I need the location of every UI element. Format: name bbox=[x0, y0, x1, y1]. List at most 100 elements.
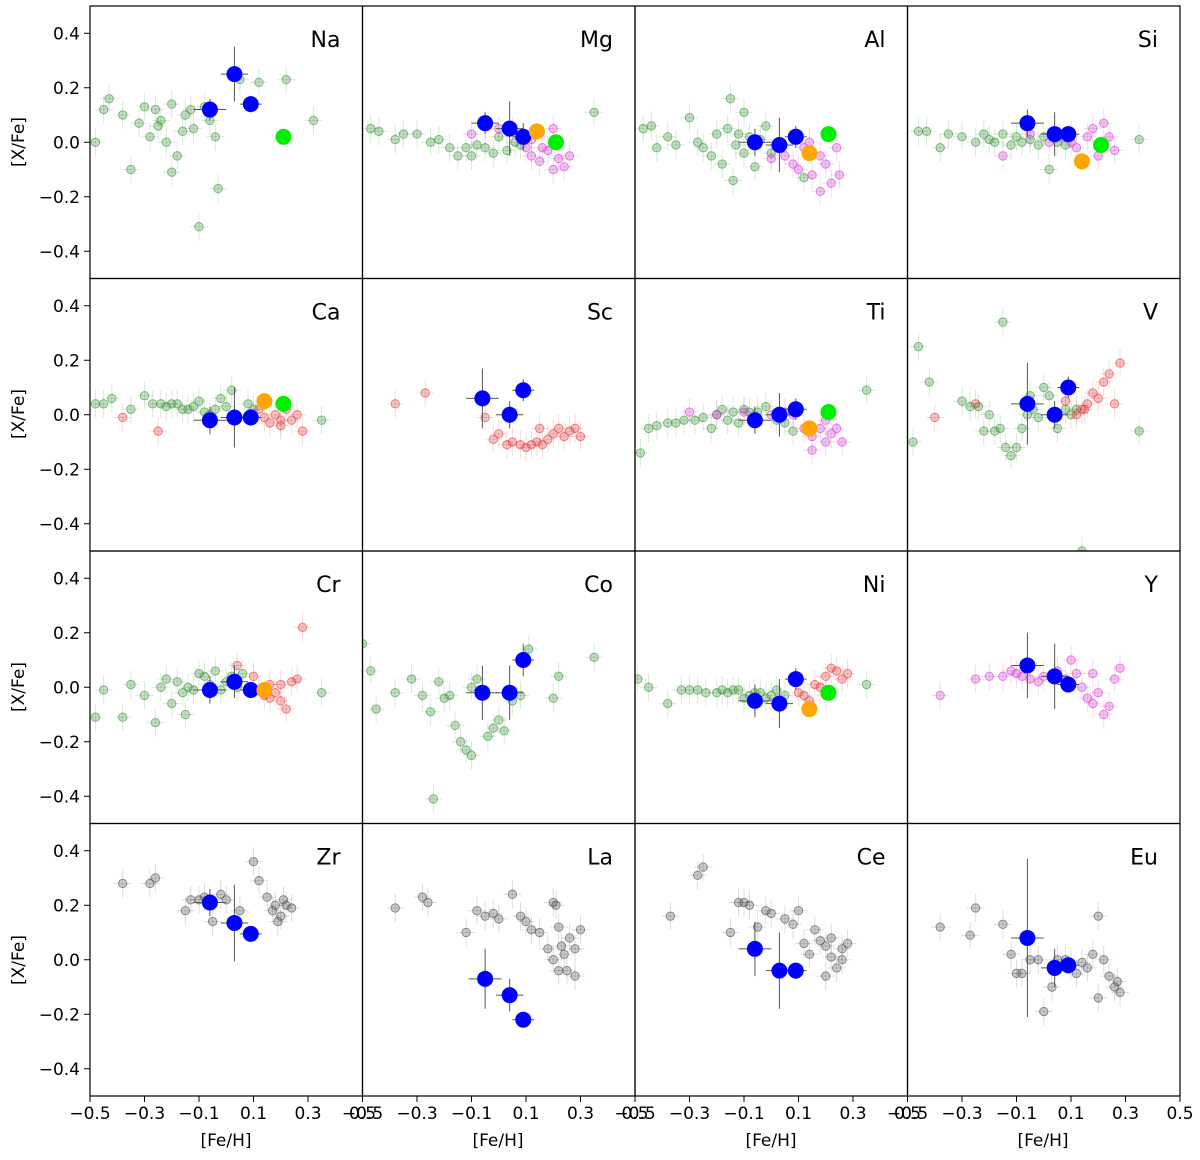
main-point bbox=[501, 684, 518, 701]
bg-point bbox=[728, 175, 738, 186]
main-point bbox=[1019, 395, 1036, 412]
element-label: V bbox=[1143, 301, 1158, 326]
bg-point bbox=[210, 132, 221, 142]
bg-point bbox=[559, 949, 569, 959]
bg-point bbox=[507, 889, 518, 900]
main-point bbox=[1060, 379, 1077, 396]
bg-point bbox=[172, 399, 182, 409]
panel-zr-plot-area bbox=[113, 847, 301, 962]
x-axis-label-col-4: [Fe/H] bbox=[1017, 1131, 1068, 1151]
main-point bbox=[787, 128, 804, 145]
bg-point bbox=[652, 420, 662, 431]
bg-point bbox=[434, 134, 444, 145]
y-axis-label-row-2: [X/Fe] bbox=[9, 389, 29, 439]
bg-point bbox=[365, 123, 376, 134]
bg-point bbox=[1099, 955, 1109, 965]
bg-point bbox=[684, 113, 695, 123]
panel-ni: Ni bbox=[634, 550, 909, 825]
bg-point bbox=[1082, 963, 1093, 973]
bg-point bbox=[815, 186, 825, 197]
main-point bbox=[201, 894, 218, 911]
bg-point bbox=[554, 153, 564, 164]
bg-point bbox=[183, 682, 193, 692]
bg-point bbox=[156, 399, 166, 409]
bg-point bbox=[177, 126, 188, 137]
bg-point bbox=[188, 401, 199, 412]
bg-point bbox=[1093, 393, 1103, 404]
bg-point bbox=[292, 674, 302, 684]
bg-point bbox=[308, 115, 319, 126]
bg-point bbox=[90, 137, 101, 147]
bg-point bbox=[1099, 377, 1109, 387]
bg-point bbox=[739, 897, 749, 908]
element-label: Cr bbox=[316, 573, 341, 598]
element-label: Ca bbox=[312, 301, 341, 326]
bg-point bbox=[145, 132, 155, 142]
main-point bbox=[1060, 676, 1077, 693]
bg-point bbox=[722, 123, 733, 134]
main-point bbox=[226, 673, 243, 690]
bg-point bbox=[390, 399, 400, 409]
green-point bbox=[820, 684, 837, 701]
bg-point bbox=[970, 399, 981, 409]
bg-point bbox=[935, 143, 945, 153]
bg-point bbox=[788, 426, 798, 436]
main-series bbox=[468, 948, 535, 1028]
bg-point bbox=[90, 712, 101, 722]
bg-point bbox=[712, 688, 722, 698]
bg-point bbox=[1017, 968, 1027, 979]
background-series bbox=[386, 378, 590, 462]
bg-point bbox=[235, 906, 245, 916]
bg-point bbox=[564, 151, 575, 161]
orange-point bbox=[801, 701, 818, 718]
bg-point bbox=[1099, 118, 1109, 128]
panel-ni-plot-area bbox=[635, 654, 876, 729]
panel-zr: Zr −0.4 −0.2 0.0 0.2 0.4 −0.5 −0.3 −0.1 0.1 0.3 0.5 bbox=[39, 822, 376, 1124]
bg-point bbox=[995, 423, 1005, 434]
green-point bbox=[275, 128, 292, 145]
bg-point bbox=[488, 434, 498, 444]
bg-point bbox=[722, 415, 733, 425]
bg-point bbox=[826, 952, 836, 962]
bg-point bbox=[417, 892, 428, 902]
bg-point bbox=[780, 914, 790, 924]
bg-point bbox=[534, 156, 545, 167]
bg-point bbox=[420, 388, 430, 398]
bg-point bbox=[167, 99, 177, 109]
bg-point bbox=[671, 418, 681, 428]
green-point bbox=[820, 126, 837, 143]
bg-point bbox=[638, 123, 648, 134]
bg-point bbox=[725, 927, 736, 938]
bg-point bbox=[701, 688, 711, 698]
element-label: Y bbox=[1144, 573, 1159, 598]
bg-point bbox=[139, 690, 150, 701]
bg-point bbox=[788, 159, 798, 169]
bg-point bbox=[1093, 688, 1103, 698]
bg-point bbox=[1079, 404, 1090, 414]
bg-point bbox=[107, 393, 117, 404]
x-tick-label: 0.1 bbox=[785, 1104, 812, 1124]
bg-point bbox=[1109, 145, 1120, 156]
bg-point bbox=[1052, 423, 1063, 434]
x-tick-label: 0.5 bbox=[349, 1104, 376, 1124]
bg-point bbox=[1134, 426, 1144, 436]
bg-point bbox=[1071, 410, 1082, 420]
bg-point bbox=[643, 682, 654, 692]
panel-na-plot-area bbox=[90, 46, 323, 241]
main-point bbox=[242, 409, 259, 426]
bg-point bbox=[1039, 1006, 1049, 1017]
bg-point bbox=[126, 679, 136, 690]
x-tick-label: −0.3 bbox=[941, 1104, 982, 1124]
bg-point bbox=[398, 129, 409, 139]
bg-point bbox=[543, 944, 553, 954]
y-tick-label: 0.2 bbox=[53, 624, 80, 644]
x-tick-label: −0.5 bbox=[887, 1104, 928, 1124]
bg-point bbox=[254, 77, 264, 88]
bg-point bbox=[286, 677, 297, 687]
bg-point bbox=[1115, 663, 1125, 673]
bg-point bbox=[466, 682, 477, 692]
bg-point bbox=[635, 448, 646, 458]
bg-point bbox=[761, 121, 771, 131]
bg-point bbox=[973, 401, 984, 412]
bg-point bbox=[371, 704, 381, 714]
